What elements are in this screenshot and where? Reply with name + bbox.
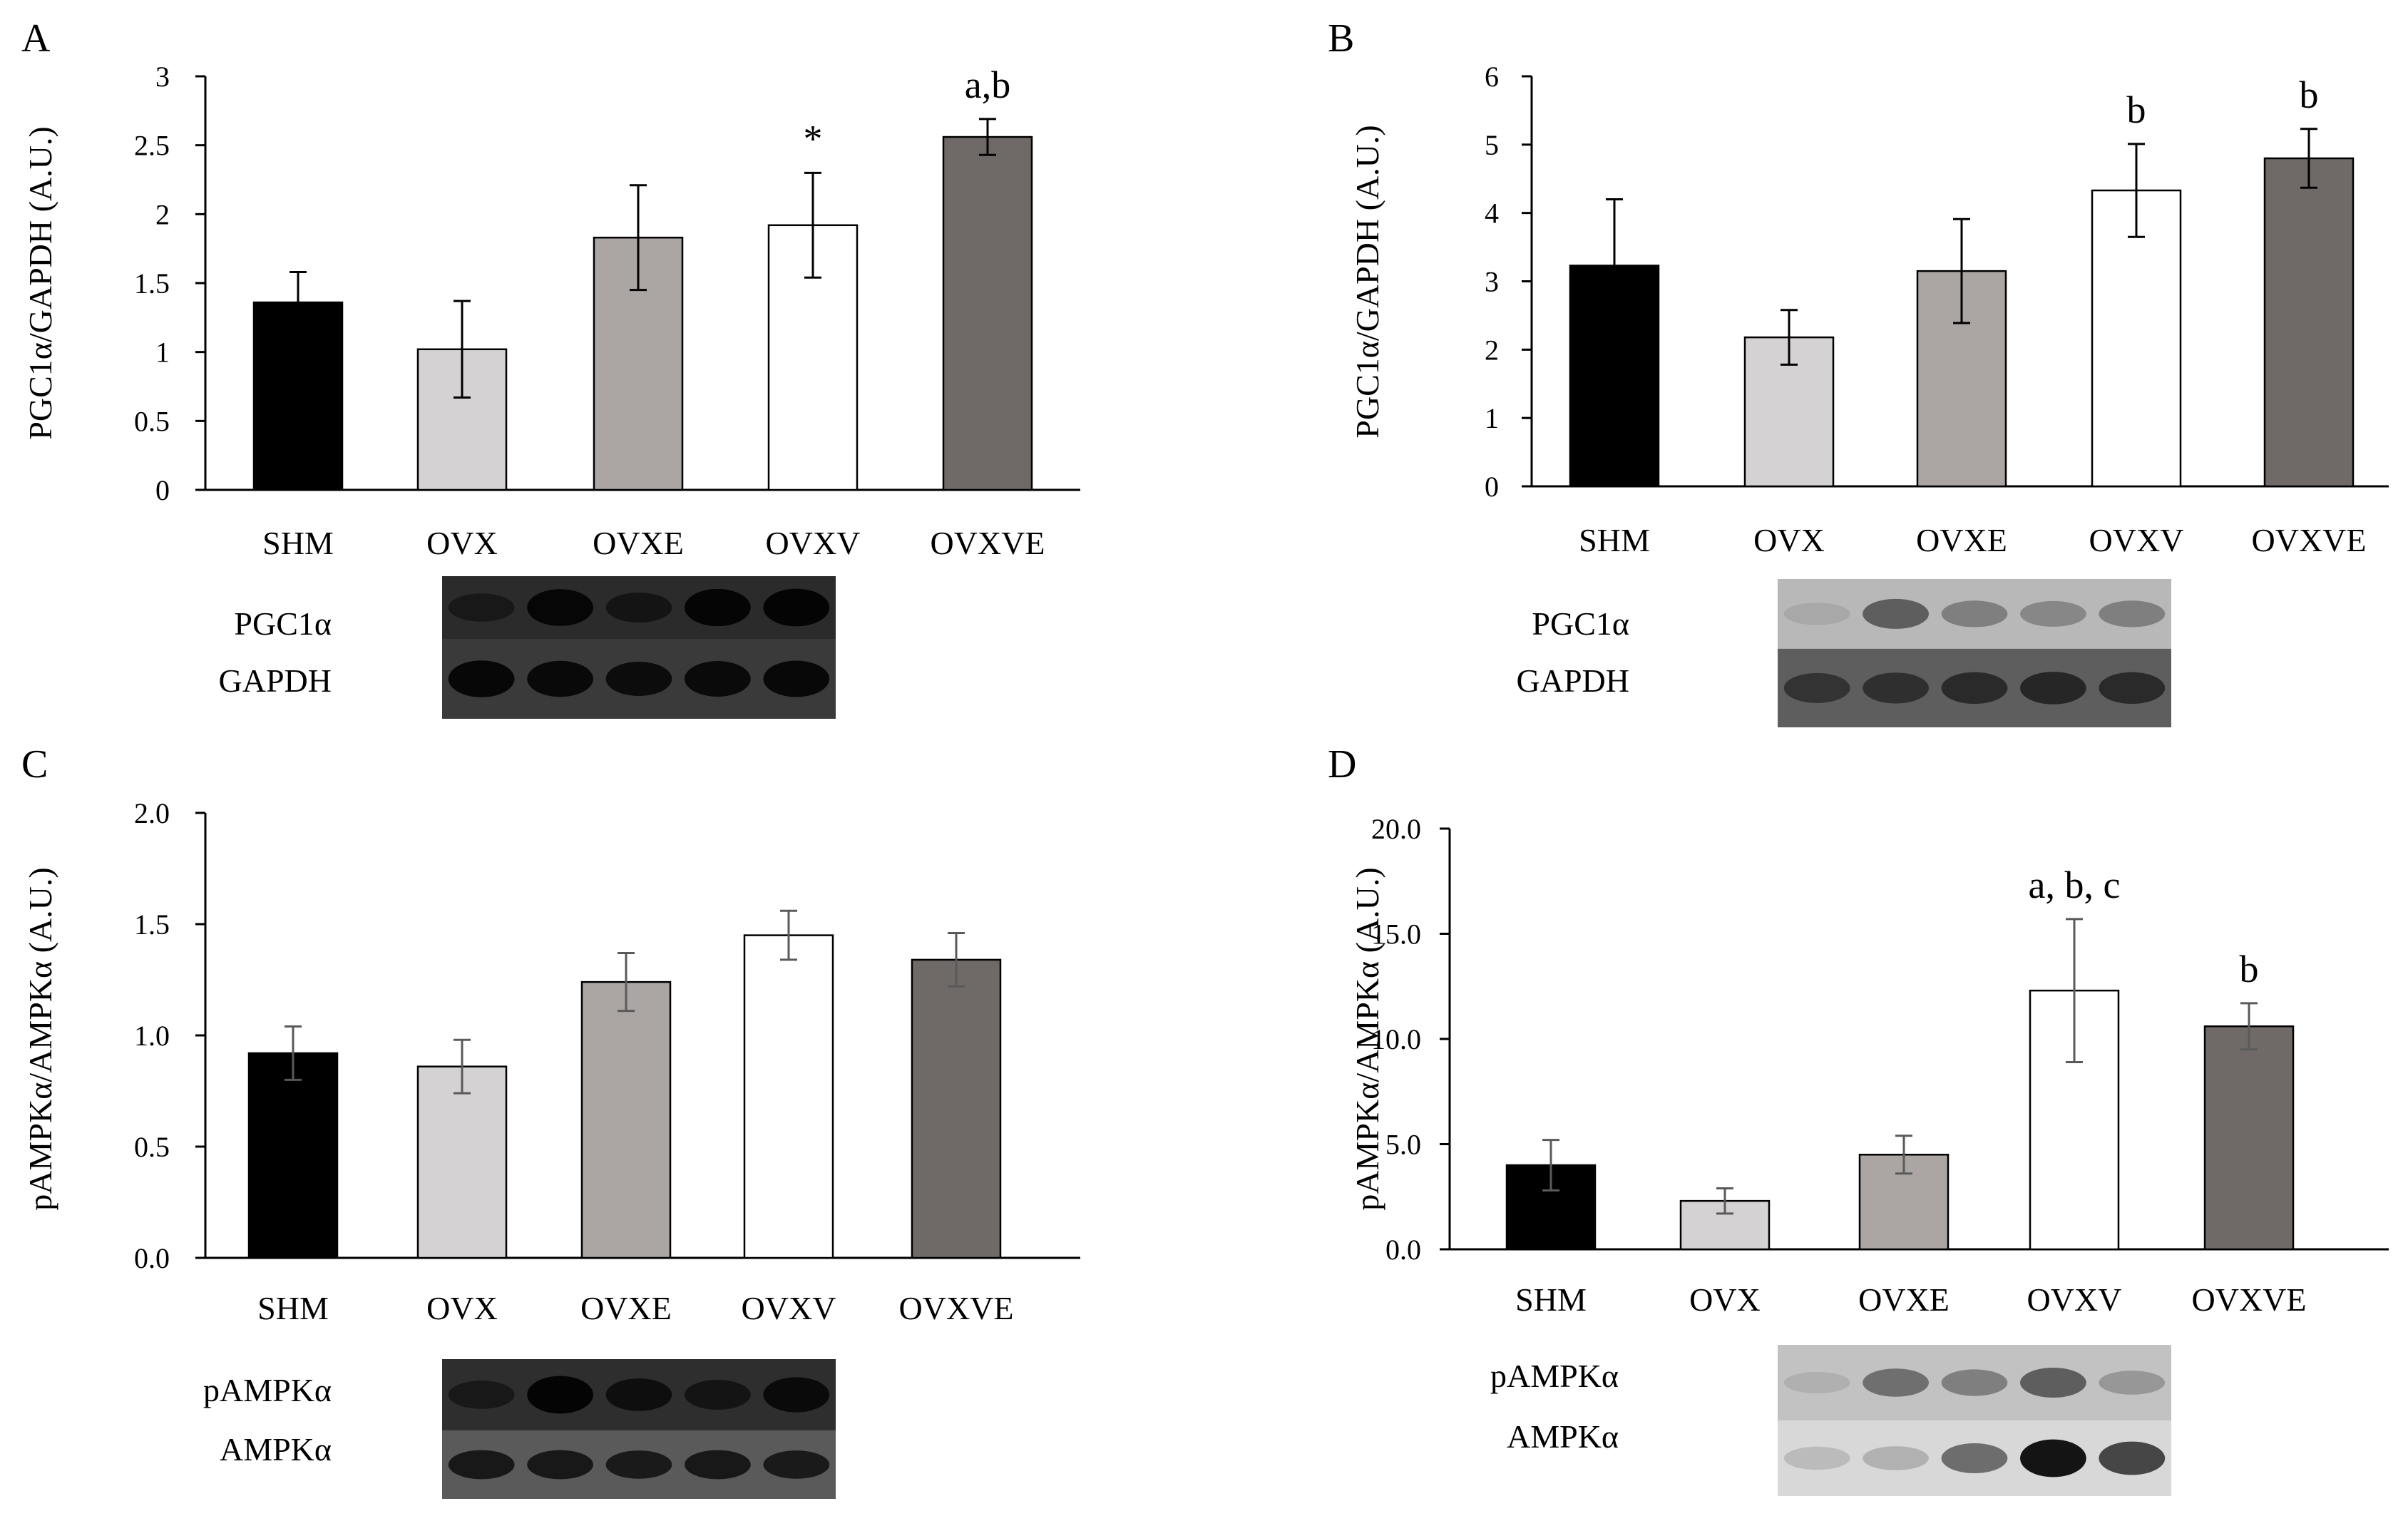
y-tick-label: 1 — [1485, 402, 1499, 434]
western-blot-image — [1778, 579, 2171, 727]
x-tick-label: OVX — [1689, 1281, 1761, 1318]
x-tick-label: OVXVE — [899, 1290, 1014, 1326]
x-tick-label: SHM — [1515, 1281, 1587, 1318]
blot-label: PGC1α — [1532, 605, 1629, 642]
western-blot-image — [1778, 1345, 2171, 1496]
y-tick-label: 3 — [155, 61, 170, 93]
blot-label: GAPDH — [219, 662, 332, 699]
panel-C: C 0.0 0.5 1.0 1.5 2.0 pAMPKα/AMPKα (A.U.) SHM OV… — [21, 742, 1080, 1499]
y-tick-label: 5 — [1485, 129, 1499, 161]
y-tick-label: 0 — [1485, 471, 1499, 503]
y-tick-label: 0.5 — [134, 1131, 170, 1163]
significance-label: b — [2300, 73, 2319, 116]
x-tick-label: SHM — [1579, 522, 1650, 558]
y-tick-label: 0.0 — [134, 1242, 170, 1274]
panel-letter: B — [1328, 16, 1354, 61]
x-tick-label: OVX — [426, 525, 498, 561]
bar-ovxve — [2263, 157, 2355, 488]
x-tick-label: OVXE — [580, 1290, 672, 1326]
x-tick-label: OVXVE — [2252, 522, 2367, 558]
x-tick-label: OVXV — [2089, 522, 2184, 558]
significance-label: * — [804, 117, 823, 160]
y-tick-label: 1.0 — [134, 1020, 170, 1052]
bar-ovxe — [580, 980, 672, 1259]
panel-letter: D — [1328, 742, 1356, 787]
x-tick-label: OVXVE — [931, 525, 1045, 561]
blot-label: AMPKα — [220, 1431, 332, 1468]
significance-label: a, b, c — [2029, 864, 2121, 906]
blot-label: pAMPKα — [203, 1372, 332, 1408]
x-tick-label: OVXE — [1858, 1281, 1950, 1318]
y-tick-label: 2.5 — [134, 130, 170, 162]
panel-B: B 0 1 2 3 4 5 6 PGC1α/GAPDH (A.U.) SHM OVX OVXE b OVX… — [1328, 16, 2389, 727]
x-tick-label: OVXE — [1916, 522, 2007, 558]
x-tick-label: OVX — [426, 1290, 498, 1326]
y-tick-label: 4 — [1485, 198, 1499, 230]
significance-label: b — [2127, 88, 2146, 131]
x-tick-label: OVXE — [593, 525, 684, 561]
y-tick-label: 2 — [155, 198, 170, 230]
bar-ovxve — [942, 135, 1033, 491]
x-tick-label: OVXV — [2027, 1281, 2122, 1318]
x-tick-label: OVX — [1753, 522, 1825, 558]
y-tick-label: 0 — [155, 474, 170, 506]
bar-ovxv — [2091, 189, 2182, 488]
panel-letter: A — [21, 16, 51, 61]
y-tick-label: 1.5 — [134, 267, 170, 299]
y-axis-label: pAMPKα/AMPKα (A.U.) — [1349, 867, 1385, 1210]
y-tick-label: 0.5 — [134, 405, 170, 437]
significance-label: a,b — [965, 63, 1010, 106]
blot-label: GAPDH — [1517, 662, 1629, 699]
x-tick-label: OVXVE — [2192, 1281, 2307, 1318]
blot-label: pAMPKα — [1490, 1358, 1619, 1394]
y-axis-label: PGC1α/GAPDH (A.U.) — [1349, 125, 1385, 438]
y-axis-label: pAMPKα/AMPKα (A.U.) — [22, 867, 58, 1210]
significance-label: b — [2240, 948, 2259, 990]
y-tick-label: 15.0 — [1371, 918, 1421, 951]
panel-letter: C — [21, 742, 48, 787]
y-tick-label: 5.0 — [1385, 1129, 1421, 1161]
x-tick-label: OVXV — [766, 525, 861, 561]
western-blot-image — [442, 576, 836, 719]
bar-ovxve — [911, 958, 1002, 1259]
bar-ovx — [416, 1065, 508, 1259]
bar-ovxve — [2203, 1025, 2295, 1251]
y-tick-label: 2 — [1485, 334, 1499, 366]
x-tick-label: OVXV — [742, 1290, 836, 1326]
y-axis-label: PGC1α/GAPDH (A.U.) — [22, 126, 58, 439]
x-tick-label: SHM — [262, 525, 334, 561]
y-tick-label: 2.0 — [134, 797, 170, 829]
blot-label: PGC1α — [234, 605, 332, 642]
y-tick-label: 20.0 — [1371, 813, 1421, 845]
y-tick-label: 6 — [1485, 61, 1499, 93]
bar-shm — [247, 1052, 339, 1259]
y-tick-label: 0.0 — [1385, 1234, 1421, 1266]
blot-label: AMPKα — [1507, 1418, 1619, 1455]
western-blot-image — [442, 1359, 836, 1499]
panel-D: D 0.0 5.0 10.0 15.0 20.0 pAMPKα/AMPKα (A.U.) SH… — [1328, 742, 2389, 1496]
y-tick-label: 3 — [1485, 266, 1499, 298]
bar-ovxv — [743, 934, 834, 1259]
panel-A: A 0 0.5 1 1.5 2 2.5 3 PGC1α/GAPDH (A.U.) SHM OVX OV… — [21, 16, 1080, 719]
y-tick-label: 1.5 — [134, 908, 170, 941]
y-tick-label: 10.0 — [1371, 1023, 1421, 1055]
y-tick-label: 1 — [155, 337, 170, 369]
x-tick-label: SHM — [257, 1290, 329, 1326]
